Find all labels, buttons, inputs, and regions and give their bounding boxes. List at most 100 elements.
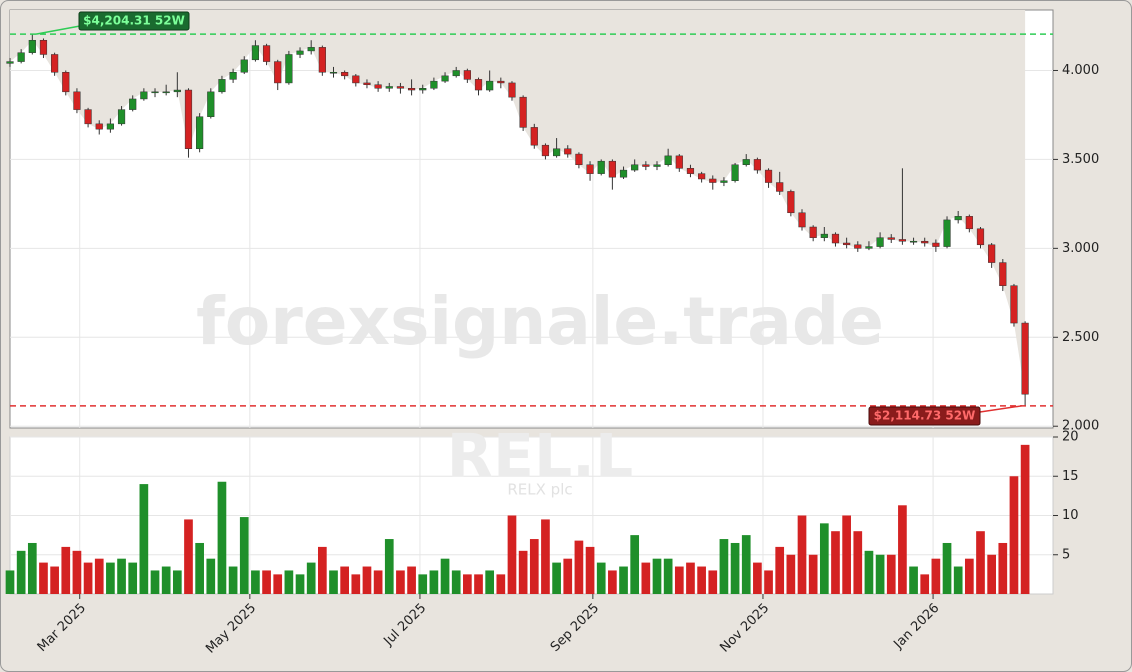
company-watermark: RELX plc — [507, 481, 572, 499]
volume-bar — [608, 570, 617, 594]
volume-bar — [898, 505, 907, 594]
volume-bar — [161, 566, 171, 594]
low-arrow — [979, 405, 1023, 413]
candle-body — [831, 233, 840, 244]
candle-body — [720, 180, 728, 183]
volume-bar — [1020, 444, 1030, 594]
volume-bar — [909, 566, 918, 594]
y-tick-label: 2.500 — [1062, 330, 1099, 345]
volume-bar — [61, 546, 71, 594]
volume-bar — [507, 515, 517, 594]
candle-body — [820, 233, 828, 238]
candle-body — [117, 109, 126, 125]
candle-body — [843, 242, 851, 246]
low-label-box — [868, 406, 981, 426]
volume-bar — [987, 554, 996, 594]
candle-body — [374, 84, 382, 89]
candle-body — [898, 239, 907, 242]
volume-bar — [853, 531, 863, 594]
candle-body — [486, 80, 494, 91]
volume-bar — [764, 570, 773, 594]
volume-bar — [172, 570, 182, 594]
volume-bar — [1009, 476, 1019, 594]
volume-bar — [195, 542, 204, 594]
candle-body — [363, 82, 371, 85]
volume-bar — [753, 562, 762, 594]
candle-body — [988, 244, 996, 263]
volume-bar — [72, 550, 82, 594]
volume-bar — [306, 562, 316, 594]
volume-bar — [228, 566, 238, 594]
y-tick-label: 3.000 — [1062, 241, 1099, 256]
volume-bar — [496, 574, 506, 594]
volume-bar — [585, 546, 595, 594]
candle-body — [776, 182, 784, 192]
volume-bar — [329, 570, 338, 594]
y2-tick-label: 20 — [1062, 430, 1079, 445]
candle-body — [207, 91, 215, 117]
volume-bar — [574, 540, 584, 594]
volume-bar — [619, 566, 628, 594]
volume-bar — [920, 574, 930, 594]
volume-bar — [686, 562, 695, 594]
symbol-watermark: REL.L — [447, 422, 633, 492]
volume-bar — [384, 539, 394, 594]
volume-bar — [808, 554, 818, 594]
volume-bar — [831, 531, 840, 594]
volume-bar — [418, 574, 428, 594]
candle-body — [608, 160, 616, 178]
candle-body — [229, 72, 237, 80]
candle-body — [530, 127, 538, 146]
candle-body — [296, 50, 304, 55]
candle-body — [162, 91, 170, 94]
candle-body — [887, 237, 895, 240]
volume-bar — [775, 546, 785, 594]
candle-body — [508, 82, 516, 98]
candle-body — [441, 75, 449, 82]
volume-bar — [184, 519, 193, 594]
candle-body — [954, 216, 962, 221]
volume-bar — [451, 570, 461, 594]
volume-bar — [396, 570, 405, 594]
candle-body — [51, 54, 59, 73]
candle-body — [396, 86, 405, 89]
candle-body — [787, 191, 795, 214]
candle-body — [675, 155, 683, 169]
volume-bar — [139, 484, 149, 594]
volume-bar — [429, 570, 439, 594]
volume-bar — [284, 570, 294, 594]
candle-body — [1021, 322, 1029, 395]
volume-bar — [407, 566, 416, 594]
candle-body — [474, 79, 483, 91]
volume-bar — [39, 562, 48, 594]
candle-body — [341, 72, 349, 77]
candle-body — [742, 159, 750, 165]
volume-bar — [741, 535, 751, 594]
y-tick-label: 2.000 — [1062, 419, 1099, 434]
volume-bar — [485, 570, 495, 594]
candle-body — [764, 169, 773, 183]
volume-bar — [106, 562, 115, 594]
candle-body — [62, 72, 70, 93]
high-arrow — [35, 25, 81, 35]
candle-body — [1010, 285, 1018, 324]
candle-body — [999, 262, 1007, 286]
volume-bar — [630, 535, 640, 594]
candle-body — [39, 39, 48, 55]
volume-bar — [953, 566, 963, 594]
volume-bar — [317, 546, 327, 594]
volume-bar — [819, 523, 829, 594]
volume-bar — [273, 574, 283, 594]
volume-bar — [27, 542, 37, 594]
candle-body — [28, 39, 36, 53]
volume-bar — [652, 558, 662, 594]
candle-body — [6, 61, 14, 64]
candle-body — [17, 52, 25, 62]
volume-bar — [563, 558, 573, 594]
volume-bar — [474, 574, 483, 594]
candle-body — [932, 242, 940, 247]
candle-body — [809, 226, 817, 238]
candle-body — [619, 169, 628, 178]
y-tick-label: 4.000 — [1062, 63, 1099, 78]
